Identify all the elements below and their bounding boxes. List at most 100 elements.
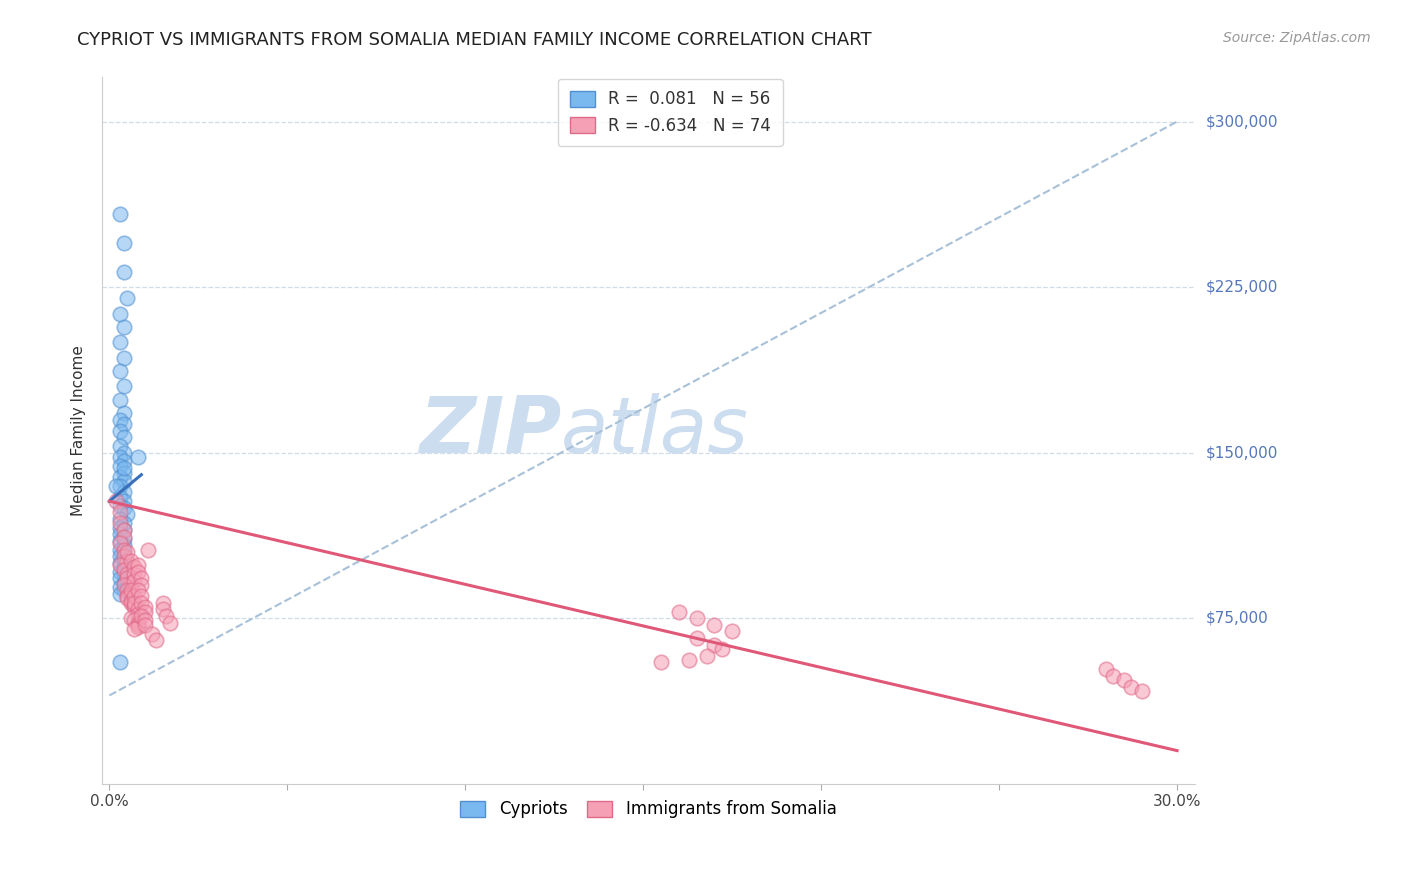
Point — [1095, 662, 1118, 676]
Point — [108, 424, 131, 438]
Point — [131, 596, 153, 610]
Point — [108, 656, 131, 670]
Point — [112, 319, 135, 334]
Point — [1130, 684, 1153, 698]
Point — [127, 565, 149, 579]
Point — [108, 572, 131, 586]
Point — [703, 617, 725, 632]
Point — [112, 532, 135, 546]
Point — [127, 450, 149, 464]
Point — [122, 589, 145, 603]
Point — [127, 558, 149, 573]
Point — [112, 235, 135, 250]
Point — [112, 563, 135, 577]
Point — [112, 582, 135, 597]
Point — [112, 549, 135, 564]
Point — [112, 417, 135, 431]
Point — [134, 605, 156, 619]
Point — [112, 265, 135, 279]
Point — [112, 523, 135, 537]
Point — [108, 207, 131, 221]
Point — [108, 439, 131, 453]
Text: $150,000: $150,000 — [1206, 445, 1278, 460]
Point — [108, 470, 131, 484]
Point — [112, 475, 135, 489]
Point — [108, 516, 131, 531]
Point — [108, 335, 131, 350]
Point — [134, 617, 156, 632]
Point — [131, 609, 153, 624]
Point — [108, 458, 131, 473]
Point — [108, 364, 131, 378]
Point — [105, 479, 128, 493]
Point — [120, 593, 142, 607]
Point — [155, 609, 177, 624]
Point — [108, 499, 131, 513]
Point — [108, 527, 131, 541]
Point — [108, 558, 131, 573]
Point — [112, 516, 135, 531]
Point — [120, 584, 142, 599]
Point — [134, 614, 156, 628]
Point — [108, 512, 131, 526]
Point — [112, 500, 135, 515]
Point — [127, 582, 149, 597]
Point — [138, 542, 160, 557]
Point — [108, 392, 131, 407]
Point — [112, 545, 135, 559]
Point — [703, 638, 725, 652]
Point — [108, 479, 131, 493]
Point — [131, 589, 153, 603]
Point — [108, 542, 131, 557]
Point — [112, 523, 135, 537]
Point — [112, 494, 135, 508]
Point — [112, 575, 135, 590]
Point — [120, 611, 142, 625]
Text: $225,000: $225,000 — [1206, 279, 1278, 294]
Point — [696, 648, 718, 663]
Point — [127, 607, 149, 621]
Point — [120, 575, 142, 590]
Y-axis label: Median Family Income: Median Family Income — [72, 345, 86, 516]
Point — [141, 626, 163, 640]
Point — [127, 617, 149, 632]
Point — [115, 567, 138, 582]
Point — [112, 445, 135, 459]
Point — [108, 565, 131, 579]
Point — [1112, 673, 1135, 687]
Point — [115, 545, 138, 559]
Point — [131, 578, 153, 592]
Point — [112, 538, 135, 552]
Point — [108, 490, 131, 504]
Point — [122, 600, 145, 615]
Point — [112, 430, 135, 444]
Point — [668, 605, 690, 619]
Point — [112, 454, 135, 468]
Point — [108, 549, 131, 564]
Point — [112, 461, 135, 475]
Point — [122, 596, 145, 610]
Point — [112, 379, 135, 393]
Point — [127, 620, 149, 634]
Point — [115, 554, 138, 568]
Point — [112, 529, 135, 543]
Point — [678, 653, 700, 667]
Point — [152, 602, 174, 616]
Point — [1119, 680, 1142, 694]
Point — [115, 582, 138, 597]
Point — [112, 567, 135, 582]
Text: Source: ZipAtlas.com: Source: ZipAtlas.com — [1223, 31, 1371, 45]
Point — [108, 505, 131, 519]
Point — [152, 596, 174, 610]
Point — [115, 591, 138, 606]
Point — [120, 596, 142, 610]
Point — [108, 580, 131, 594]
Point — [115, 589, 138, 603]
Point — [108, 450, 131, 464]
Point — [108, 536, 131, 550]
Point — [108, 307, 131, 321]
Point — [131, 572, 153, 586]
Point — [1102, 668, 1125, 682]
Point — [120, 587, 142, 601]
Point — [145, 633, 167, 648]
